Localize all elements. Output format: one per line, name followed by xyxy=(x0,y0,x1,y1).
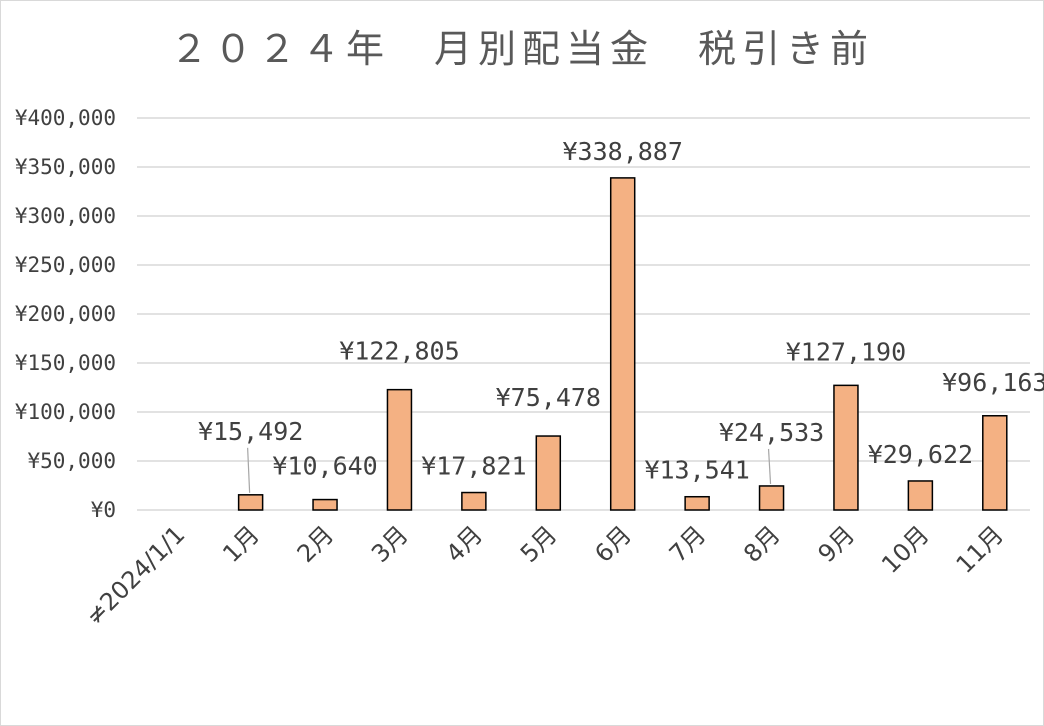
x-axis-ticks: ≠2024/1/1 1月 2月 3月 4月 5月 6月 7月 8月 9月 10月 11月 xyxy=(80,520,1009,630)
bar xyxy=(758,485,785,511)
bar xyxy=(833,384,859,511)
bar xyxy=(982,415,1008,511)
bar xyxy=(684,495,710,511)
y-tick-label: ¥0 xyxy=(91,498,116,522)
bar xyxy=(237,494,264,511)
y-tick-label: ¥300,000 xyxy=(15,204,116,228)
x-tick-label: ≠2024/1/1 xyxy=(80,520,190,630)
data-label: ¥24,533 xyxy=(719,418,824,447)
bar xyxy=(535,435,562,511)
y-tick-label: ¥150,000 xyxy=(15,351,116,375)
y-tick-label: ¥200,000 xyxy=(15,302,116,326)
bars xyxy=(237,177,1008,511)
data-label: ¥10,640 xyxy=(272,452,377,481)
bar xyxy=(609,177,636,511)
data-label: ¥122,805 xyxy=(339,337,459,366)
x-tick-label: 2月 xyxy=(292,520,340,568)
chart-title: ２０２４年 月別配当金 税引き前 xyxy=(169,27,874,71)
x-tick-label: 8月 xyxy=(738,520,786,568)
x-tick-label: 6月 xyxy=(589,520,637,568)
data-label: ¥127,190 xyxy=(786,337,906,366)
leader-line xyxy=(247,447,251,493)
x-tick-label: 5月 xyxy=(515,520,563,568)
y-axis-ticks: ¥0 ¥50,000 ¥100,000 ¥150,000 ¥200,000 ¥250,00… xyxy=(15,106,116,522)
bar xyxy=(461,491,487,511)
data-label: ¥96,163 xyxy=(942,368,1044,397)
y-tick-label: ¥250,000 xyxy=(15,253,116,277)
data-label: ¥17,821 xyxy=(421,452,526,481)
leader-line xyxy=(767,448,772,484)
data-label: ¥13,541 xyxy=(644,456,749,485)
y-tick-label: ¥50,000 xyxy=(27,449,116,473)
data-label: ¥75,478 xyxy=(496,383,601,412)
x-tick-label: 4月 xyxy=(441,520,489,568)
x-tick-label: 1月 xyxy=(217,520,265,568)
x-tick-label: 9月 xyxy=(813,520,861,568)
data-label: ¥15,492 xyxy=(198,417,303,446)
bar xyxy=(312,498,338,511)
data-label: ¥29,622 xyxy=(868,440,973,469)
x-tick-label: 7月 xyxy=(664,520,712,568)
data-labels: ¥15,492 ¥10,640 ¥122,805 ¥17,821 ¥75,478 ¥338… xyxy=(198,137,1044,493)
x-tick-label: 11月 xyxy=(951,520,1009,578)
y-tick-label: ¥350,000 xyxy=(15,155,116,179)
y-tick-label: ¥400,000 xyxy=(15,106,116,130)
x-tick-label: 10月 xyxy=(876,520,934,578)
bar xyxy=(386,388,413,511)
bar xyxy=(907,480,934,511)
grid-lines xyxy=(137,117,1030,511)
y-tick-label: ¥100,000 xyxy=(15,400,116,424)
data-label: ¥338,887 xyxy=(562,137,682,166)
x-tick-label: 3月 xyxy=(366,520,414,568)
